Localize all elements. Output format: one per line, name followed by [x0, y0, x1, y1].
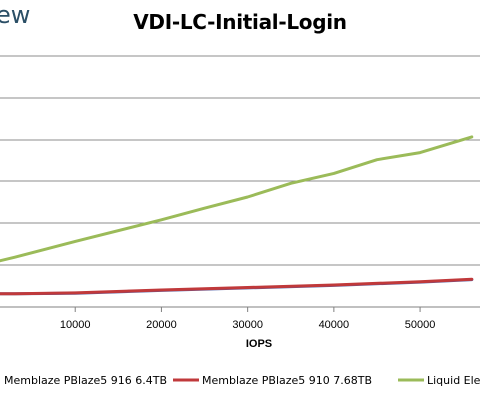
series-line-3	[0, 135, 474, 263]
gridlines	[0, 55, 480, 308]
chart-title: VDI-LC-Initial-Login	[133, 10, 347, 34]
series-line-2	[0, 277, 474, 296]
legend-label-1: Memblaze PBlaze5 916 6.4TB	[4, 374, 167, 387]
legend-label-2: Memblaze PBlaze5 910 7.68TB	[202, 374, 372, 387]
x-tick-label: 20000	[146, 319, 177, 331]
legend-label-3: Liquid Ele	[427, 374, 480, 387]
x-tick-label: 40000	[319, 319, 350, 331]
x-tick-label: 50000	[405, 319, 436, 331]
x-axis-label: IOPS	[246, 338, 272, 350]
series-lines	[0, 135, 474, 296]
x-tick-label: 10000	[60, 319, 91, 331]
x-axis: 01000020000300004000050000	[60, 307, 436, 331]
x-tick-label: 30000	[232, 319, 263, 331]
brand-logo-fragment: ew	[0, 1, 31, 29]
legend: Memblaze PBlaze5 916 6.4TB Memblaze PBlaz…	[4, 374, 480, 387]
